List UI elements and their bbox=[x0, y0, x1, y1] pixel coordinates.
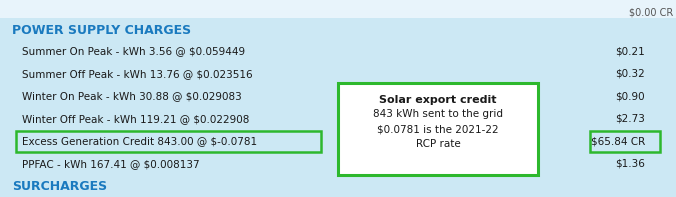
Text: $0.0781 is the 2021-22: $0.0781 is the 2021-22 bbox=[377, 124, 499, 134]
Text: $0.21: $0.21 bbox=[615, 46, 645, 56]
Text: $0.00 CR: $0.00 CR bbox=[629, 7, 673, 17]
Text: Winter Off Peak - kWh 119.21 @ $0.022908: Winter Off Peak - kWh 119.21 @ $0.022908 bbox=[22, 114, 249, 124]
Text: $0.90: $0.90 bbox=[615, 91, 645, 101]
Text: SURCHARGES: SURCHARGES bbox=[12, 180, 107, 193]
Text: Summer On Peak - kWh 3.56 @ $0.059449: Summer On Peak - kWh 3.56 @ $0.059449 bbox=[22, 46, 245, 56]
Text: Winter On Peak - kWh 30.88 @ $0.029083: Winter On Peak - kWh 30.88 @ $0.029083 bbox=[22, 91, 242, 101]
Text: $65.84 CR: $65.84 CR bbox=[591, 136, 645, 146]
FancyBboxPatch shape bbox=[338, 83, 538, 175]
Text: Solar export credit: Solar export credit bbox=[379, 95, 497, 105]
Bar bbox=[0, 18, 676, 40]
Text: Excess Generation Credit 843.00 @ $-0.0781: Excess Generation Credit 843.00 @ $-0.07… bbox=[22, 136, 257, 146]
Text: $1.36: $1.36 bbox=[615, 159, 645, 169]
Text: RCP rate: RCP rate bbox=[416, 139, 460, 149]
Text: Summer Off Peak - kWh 13.76 @ $0.023516: Summer Off Peak - kWh 13.76 @ $0.023516 bbox=[22, 69, 253, 79]
Text: $0.32: $0.32 bbox=[615, 69, 645, 79]
Text: POWER SUPPLY CHARGES: POWER SUPPLY CHARGES bbox=[12, 23, 191, 36]
Text: $2.73: $2.73 bbox=[615, 114, 645, 124]
Text: 843 kWh sent to the grid: 843 kWh sent to the grid bbox=[373, 109, 503, 119]
Text: PPFAC - kWh 167.41 @ $0.008137: PPFAC - kWh 167.41 @ $0.008137 bbox=[22, 159, 199, 169]
Bar bbox=[0, 0, 676, 18]
